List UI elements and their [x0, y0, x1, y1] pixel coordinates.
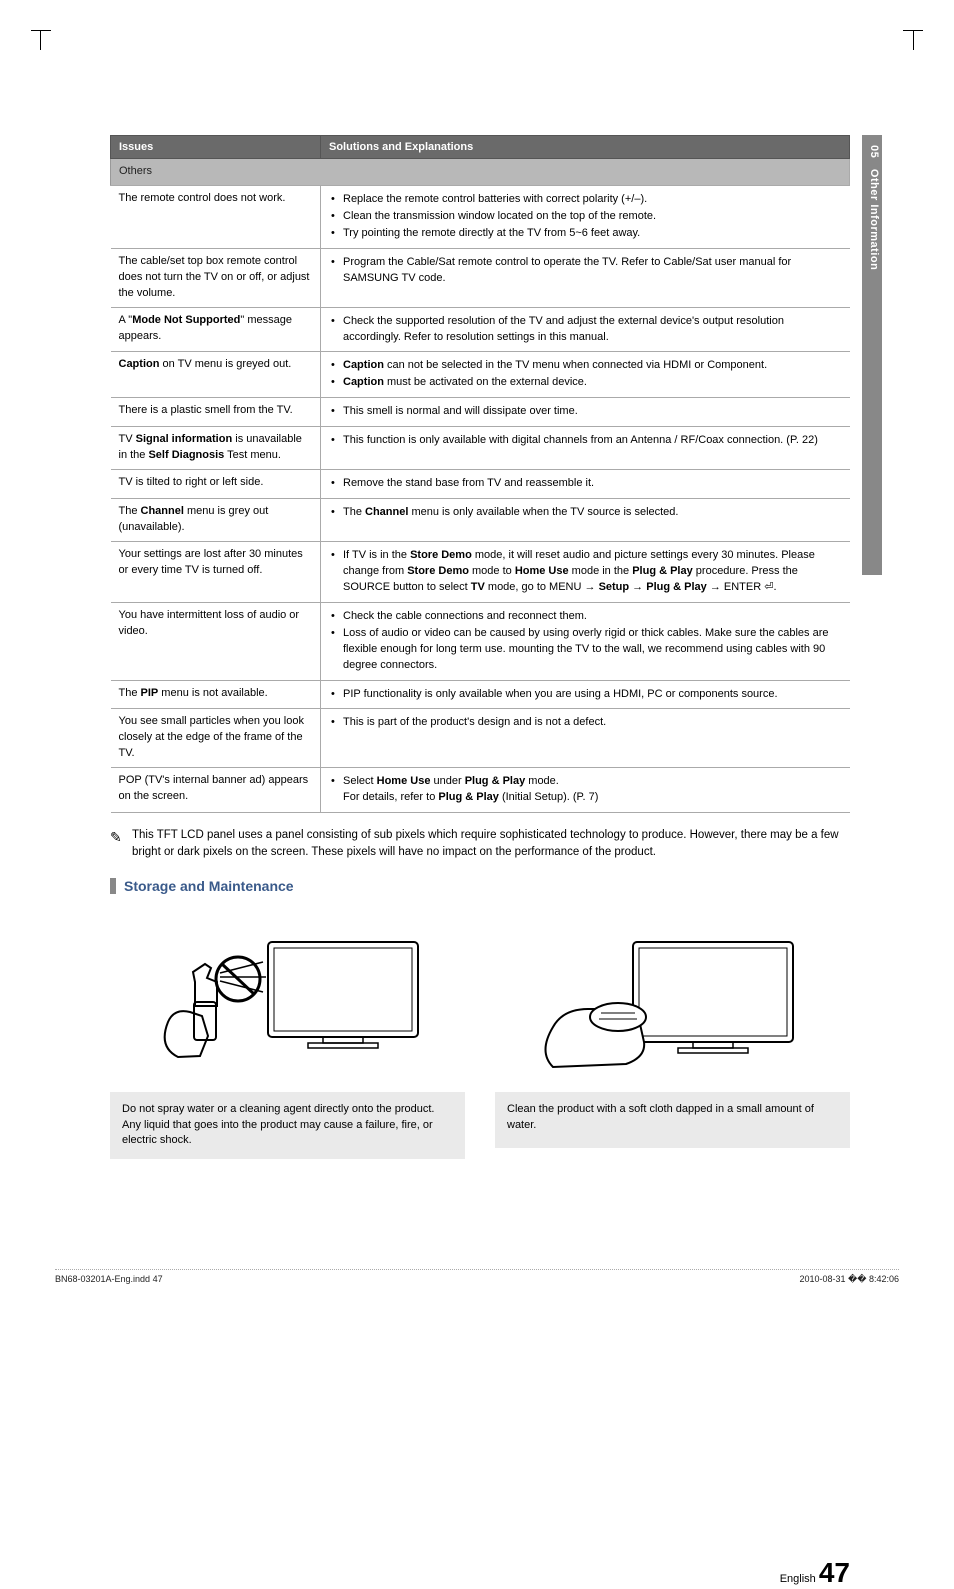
maint-right: Clean the product with a soft cloth dapp… — [495, 912, 850, 1158]
table-row: There is a plastic smell from the TV. Thi… — [111, 398, 850, 427]
solution-cell: This smell is normal and will dissipate … — [321, 398, 850, 427]
solution-item: This is part of the product's design and… — [329, 715, 842, 731]
solution-item: Loss of audio or video can be caused by … — [329, 626, 842, 674]
footnote-text: This TFT LCD panel uses a panel consisti… — [132, 829, 839, 858]
subhead-others: Others — [111, 159, 850, 186]
side-label: 05 Other Information — [868, 145, 880, 270]
footnote: ✎ This TFT LCD panel uses a panel consis… — [110, 827, 850, 860]
solution-cell: PIP functionality is only available when… — [321, 680, 850, 709]
issue-cell: POP (TV's internal banner ad) appears on… — [111, 768, 321, 813]
table-row: The PIP menu is not available. PIP functi… — [111, 680, 850, 709]
issue-cell: The cable/set top box remote control doe… — [111, 248, 321, 307]
table-row: TV Signal information is unavailable in … — [111, 427, 850, 470]
solution-item: Check the cable connections and reconnec… — [329, 609, 842, 625]
page-number: 47 — [819, 1557, 850, 1588]
solution-item: Try pointing the remote directly at the … — [329, 226, 842, 242]
solution-item: Clean the transmission window located on… — [329, 209, 842, 225]
issue-cell: Caption on TV menu is greyed out. — [111, 352, 321, 398]
table-row: The cable/set top box remote control doe… — [111, 248, 850, 307]
table-row: Caption on TV menu is greyed out. Caption… — [111, 352, 850, 398]
th-issues: Issues — [111, 136, 321, 159]
solution-cell: Program the Cable/Sat remote control to … — [321, 248, 850, 307]
issue-cell: Your settings are lost after 30 minutes … — [111, 541, 321, 602]
th-solutions: Solutions and Explanations — [321, 136, 850, 159]
table-row: POP (TV's internal banner ad) appears on… — [111, 768, 850, 813]
footer-left: BN68-03201A-Eng.indd 47 — [55, 1274, 163, 1285]
solution-item: Check the supported resolution of the TV… — [329, 314, 842, 346]
table-row: The remote control does not work. Replace… — [111, 185, 850, 248]
table-row: Your settings are lost after 30 minutes … — [111, 541, 850, 602]
solution-item: This smell is normal and will dissipate … — [329, 404, 842, 420]
solution-cell: Check the supported resolution of the TV… — [321, 307, 850, 352]
solution-cell: Remove the stand base from TV and reasse… — [321, 470, 850, 499]
issue-cell: TV is tilted to right or left side. — [111, 470, 321, 499]
solution-cell: Check the cable connections and reconnec… — [321, 602, 850, 680]
crop-mark-tr — [894, 30, 914, 50]
table-row: TV is tilted to right or left side. Remov… — [111, 470, 850, 499]
illus-soft-cloth — [495, 912, 850, 1092]
solution-item: If TV is in the Store Demo mode, it will… — [329, 548, 842, 596]
troubleshoot-table: Issues Solutions and Explanations Others… — [110, 135, 850, 813]
solution-item: Replace the remote control batteries wit… — [329, 192, 842, 208]
page-lang: English — [780, 1573, 816, 1585]
chapter-title: Other Information — [868, 169, 880, 270]
table-row: The Channel menu is grey out (unavailabl… — [111, 499, 850, 542]
issue-cell: The Channel menu is grey out (unavailabl… — [111, 499, 321, 542]
solution-cell: If TV is in the Store Demo mode, it will… — [321, 541, 850, 602]
footer-right: 2010-08-31 �� 8:42:06 — [799, 1274, 899, 1285]
page-number-block: English 47 — [780, 1557, 850, 1589]
solution-cell: Select Home Use under Plug & Play mode.F… — [321, 768, 850, 813]
solution-item: This function is only available with dig… — [329, 433, 842, 449]
issue-cell: The remote control does not work. — [111, 185, 321, 248]
table-row: A "Mode Not Supported" message appears.C… — [111, 307, 850, 352]
maint-left: Do not spray water or a cleaning agent d… — [110, 912, 465, 1158]
solution-cell: This is part of the product's design and… — [321, 709, 850, 768]
table-row: You see small particles when you look cl… — [111, 709, 850, 768]
solution-cell: Replace the remote control batteries wit… — [321, 185, 850, 248]
illus-no-spray — [110, 912, 465, 1092]
crop-mark-tl — [40, 30, 60, 50]
issue-cell: TV Signal information is unavailable in … — [111, 427, 321, 470]
print-footer: BN68-03201A-Eng.indd 47 2010-08-31 �� 8:… — [55, 1269, 899, 1285]
solution-item: Select Home Use under Plug & Play mode.F… — [329, 774, 842, 806]
note-icon: ✎ — [110, 827, 122, 847]
solution-item: Caption can not be selected in the TV me… — [329, 358, 842, 374]
solution-item: Program the Cable/Sat remote control to … — [329, 255, 842, 287]
caption-left: Do not spray water or a cleaning agent d… — [110, 1092, 465, 1158]
page-content: Issues Solutions and Explanations Others… — [110, 135, 850, 1159]
solution-item: Remove the stand base from TV and reasse… — [329, 476, 842, 492]
caption-right: Clean the product with a soft cloth dapp… — [495, 1092, 850, 1148]
issue-cell: You have intermittent loss of audio or v… — [111, 602, 321, 680]
table-row: You have intermittent loss of audio or v… — [111, 602, 850, 680]
section-title: Storage and Maintenance — [124, 878, 294, 894]
section-bar — [110, 878, 116, 894]
issue-cell: You see small particles when you look cl… — [111, 709, 321, 768]
solution-cell: This function is only available with dig… — [321, 427, 850, 470]
section-heading: Storage and Maintenance — [110, 878, 850, 894]
issue-cell: There is a plastic smell from the TV. — [111, 398, 321, 427]
solution-item: The Channel menu is only available when … — [329, 505, 842, 521]
solution-item: PIP functionality is only available when… — [329, 687, 842, 703]
maintenance-row: Do not spray water or a cleaning agent d… — [110, 912, 850, 1158]
issue-cell: A "Mode Not Supported" message appears. — [111, 307, 321, 352]
solution-item: Caption must be activated on the externa… — [329, 375, 842, 391]
chapter-number: 05 — [868, 145, 880, 158]
solution-cell: The Channel menu is only available when … — [321, 499, 850, 542]
issue-cell: The PIP menu is not available. — [111, 680, 321, 709]
solution-cell: Caption can not be selected in the TV me… — [321, 352, 850, 398]
